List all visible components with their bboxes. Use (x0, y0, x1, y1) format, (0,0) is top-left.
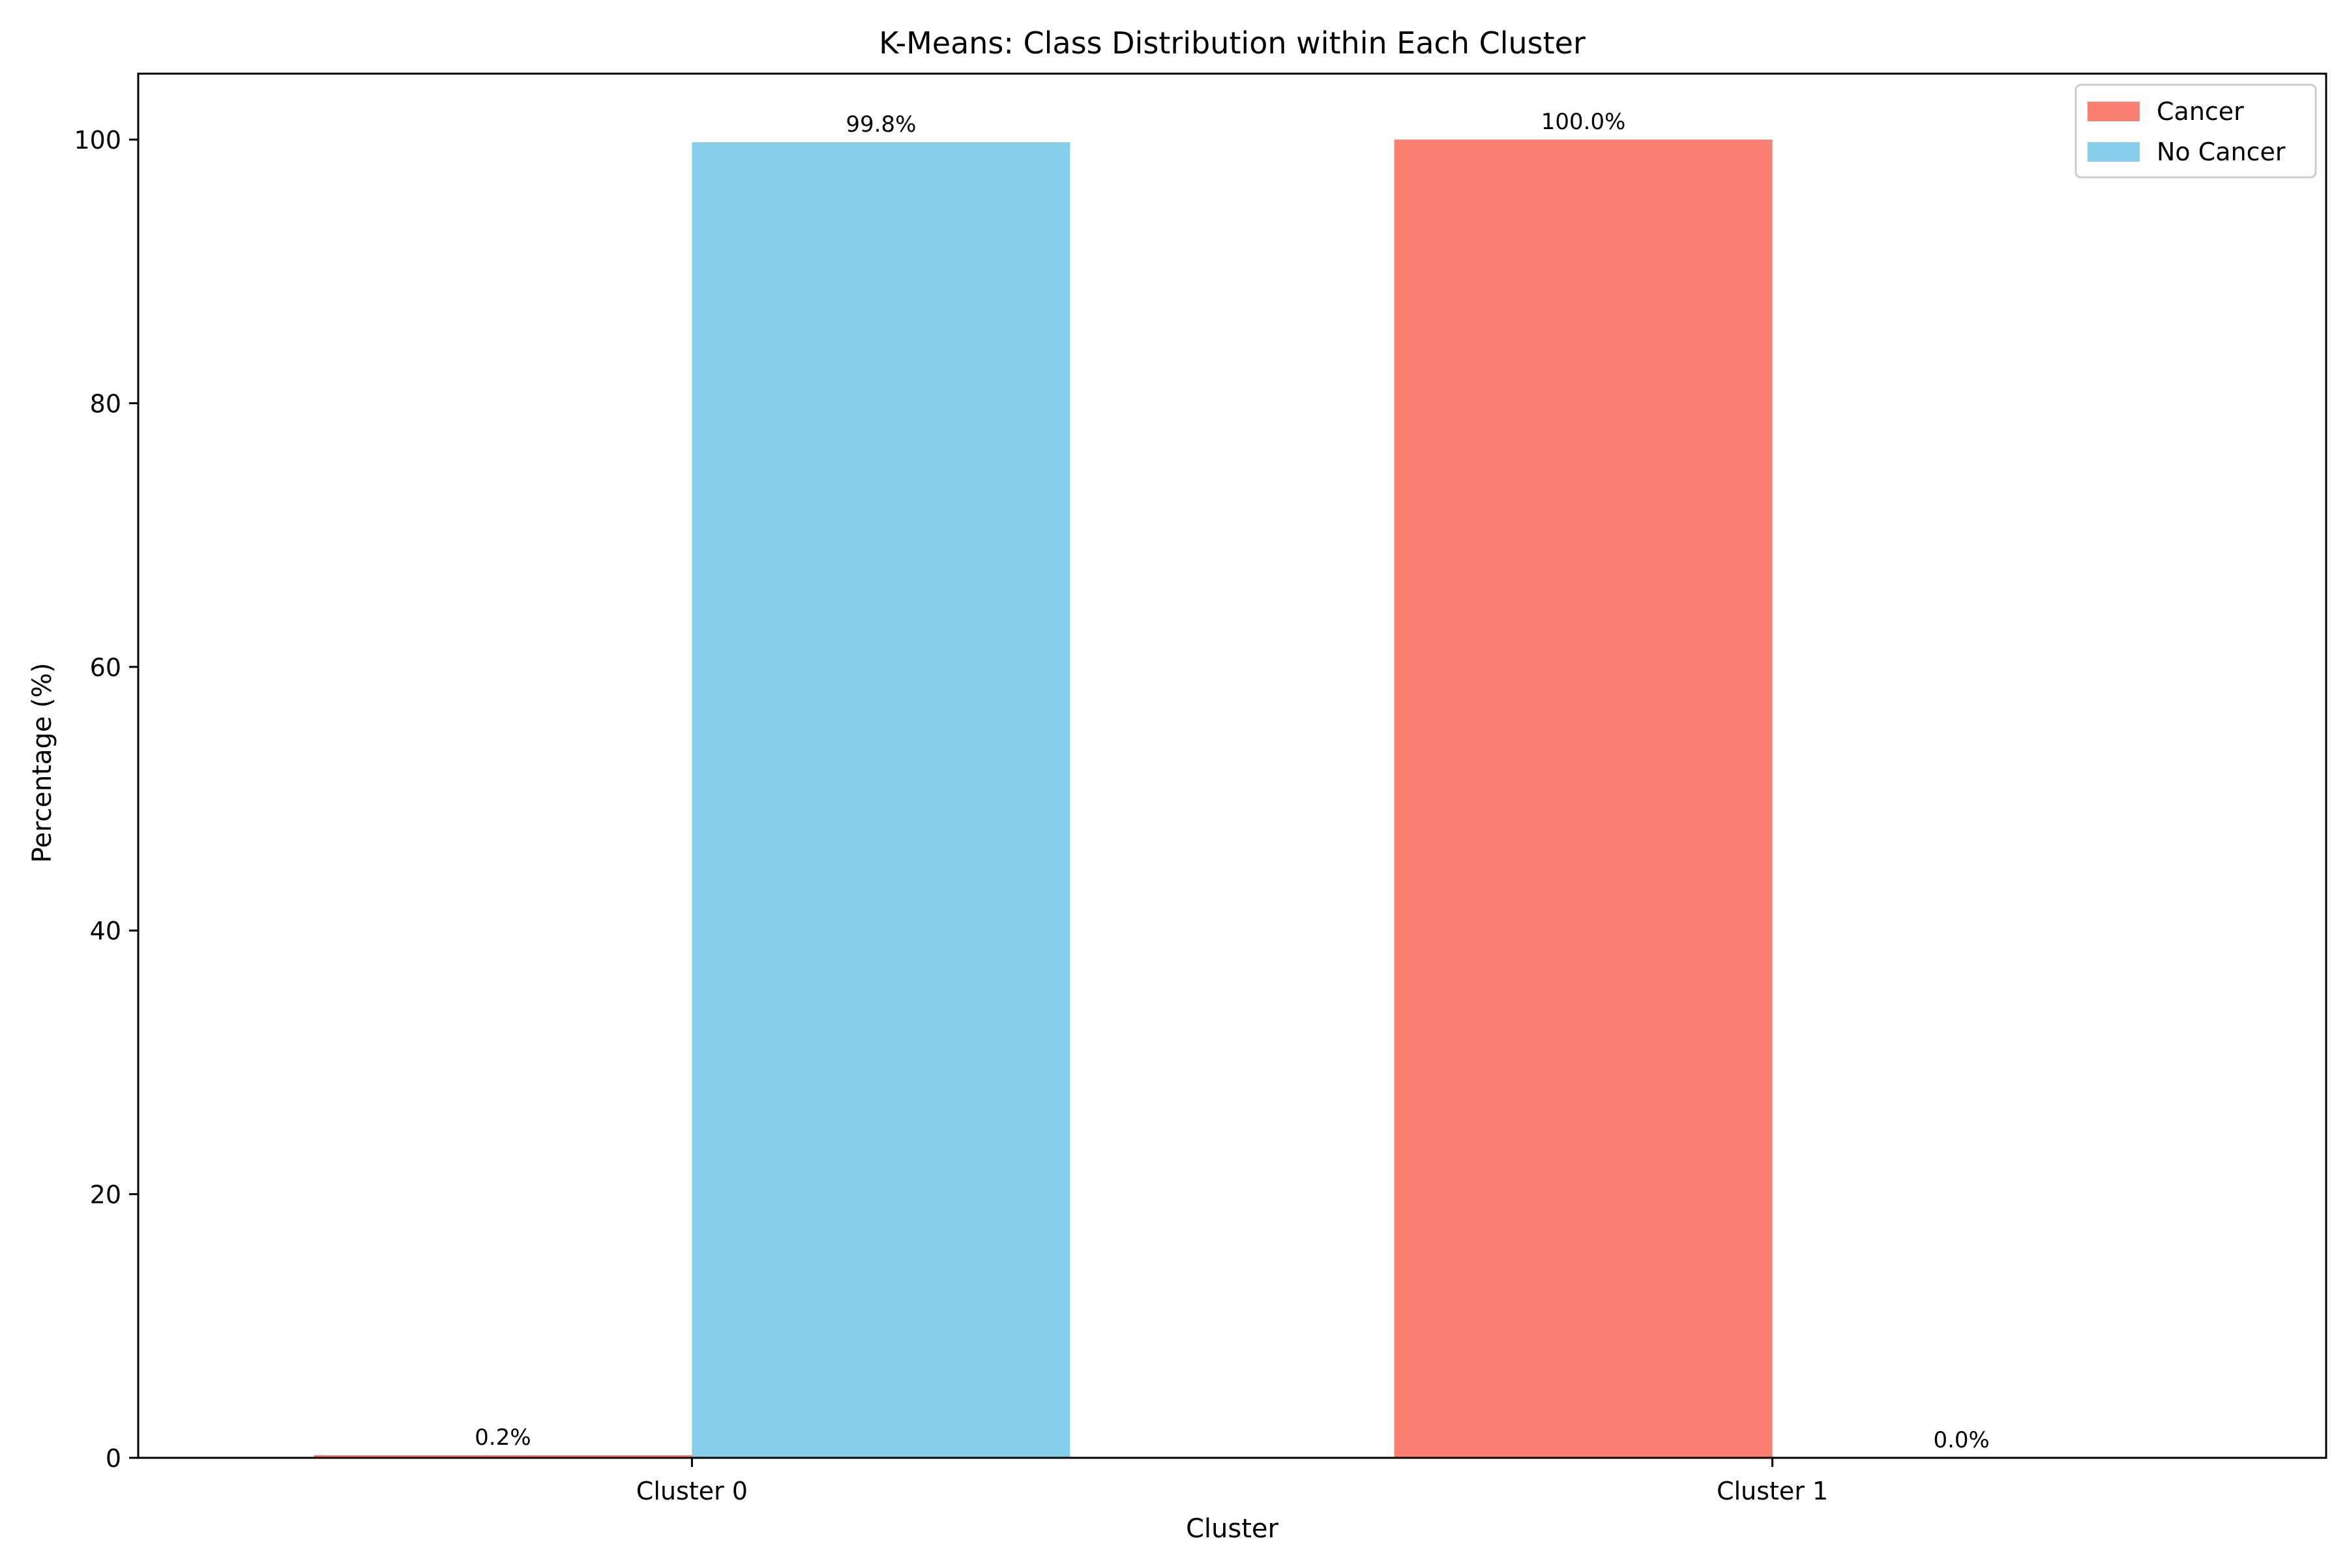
y-tick-label-60: 60 (90, 653, 121, 682)
legend-swatch-no-cancer (2088, 142, 2140, 162)
x-tick-label-1: Cluster 1 (1717, 1477, 1828, 1505)
y-tick-label-40: 40 (90, 917, 121, 945)
axes-frame (137, 72, 2327, 1459)
y-tick-label-80: 80 (90, 389, 121, 418)
data-label-cancer-1: 100.0% (1541, 109, 1626, 135)
x-axis-label: Cluster (1186, 1514, 1279, 1544)
y-tick-label-20: 20 (90, 1181, 121, 1209)
bar-no-cancer-0 (692, 142, 1070, 1458)
data-label-no-cancer-0: 99.8% (846, 111, 916, 138)
legend-label-cancer: Cancer (2157, 97, 2244, 126)
y-tick-label-100: 100 (74, 126, 121, 155)
y-axis-label: Percentage (%) (27, 663, 57, 863)
x-tick-label-0: Cluster 0 (636, 1477, 748, 1505)
y-tick-label-0: 0 (106, 1444, 121, 1473)
bar-cancer-1 (1394, 140, 1773, 1458)
data-label-no-cancer-1: 0.0% (1933, 1427, 1989, 1453)
bar-cancer-0 (314, 1455, 692, 1458)
plot-area: 0.2% 100.0% 99.8% 0.0% 0 20 40 60 80 100 Cluster 0… (74, 72, 2327, 1505)
chart-title: K-Means: Class Distribution within Each … (879, 25, 1586, 61)
legend-label-no-cancer: No Cancer (2157, 138, 2286, 166)
legend-swatch-cancer (2088, 102, 2140, 121)
data-label-cancer-0: 0.2% (475, 1425, 531, 1451)
